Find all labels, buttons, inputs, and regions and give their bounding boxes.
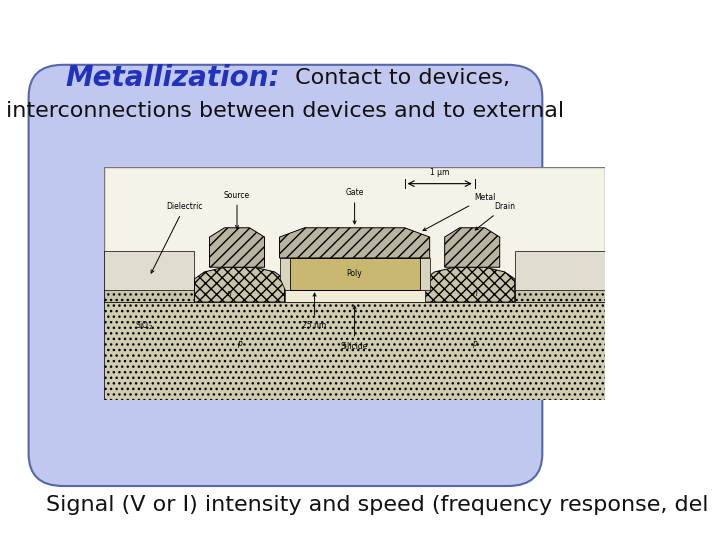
Bar [284, 291, 425, 302]
Polygon shape [194, 267, 284, 302]
Bar [515, 291, 605, 302]
Text: Source: Source [224, 191, 250, 228]
Polygon shape [425, 267, 515, 302]
Text: Silicide: Silicide [341, 306, 369, 350]
Text: p: p [237, 339, 242, 348]
Bar [104, 302, 605, 400]
Polygon shape [420, 258, 430, 291]
Text: Contact to devices,: Contact to devices, [288, 68, 510, 89]
Polygon shape [445, 228, 500, 267]
Text: SiO$_2$: SiO$_2$ [135, 319, 153, 332]
Polygon shape [279, 258, 289, 291]
Text: Drain: Drain [475, 202, 516, 230]
Text: n: n [227, 289, 232, 299]
Bar [289, 258, 420, 291]
Text: Signal (V or I) intensity and speed (frequency response, del: Signal (V or I) intensity and speed (fre… [46, 495, 708, 515]
Text: 25 nm: 25 nm [302, 293, 327, 329]
Text: interconnections between devices and to external: interconnections between devices and to … [6, 100, 564, 121]
Text: n: n [472, 289, 477, 299]
Text: Poly: Poly [347, 268, 362, 278]
Text: Gate: Gate [346, 188, 364, 224]
Bar [515, 251, 605, 302]
Text: Metallization:: Metallization: [65, 64, 280, 92]
Polygon shape [210, 228, 264, 267]
Text: p: p [472, 339, 477, 348]
Text: 1 μm: 1 μm [430, 168, 449, 177]
Bar [104, 291, 194, 302]
Bar [104, 251, 194, 302]
Text: Dielectric: Dielectric [151, 202, 203, 273]
FancyBboxPatch shape [29, 65, 542, 486]
Polygon shape [279, 228, 430, 258]
Text: Metal: Metal [423, 193, 495, 231]
